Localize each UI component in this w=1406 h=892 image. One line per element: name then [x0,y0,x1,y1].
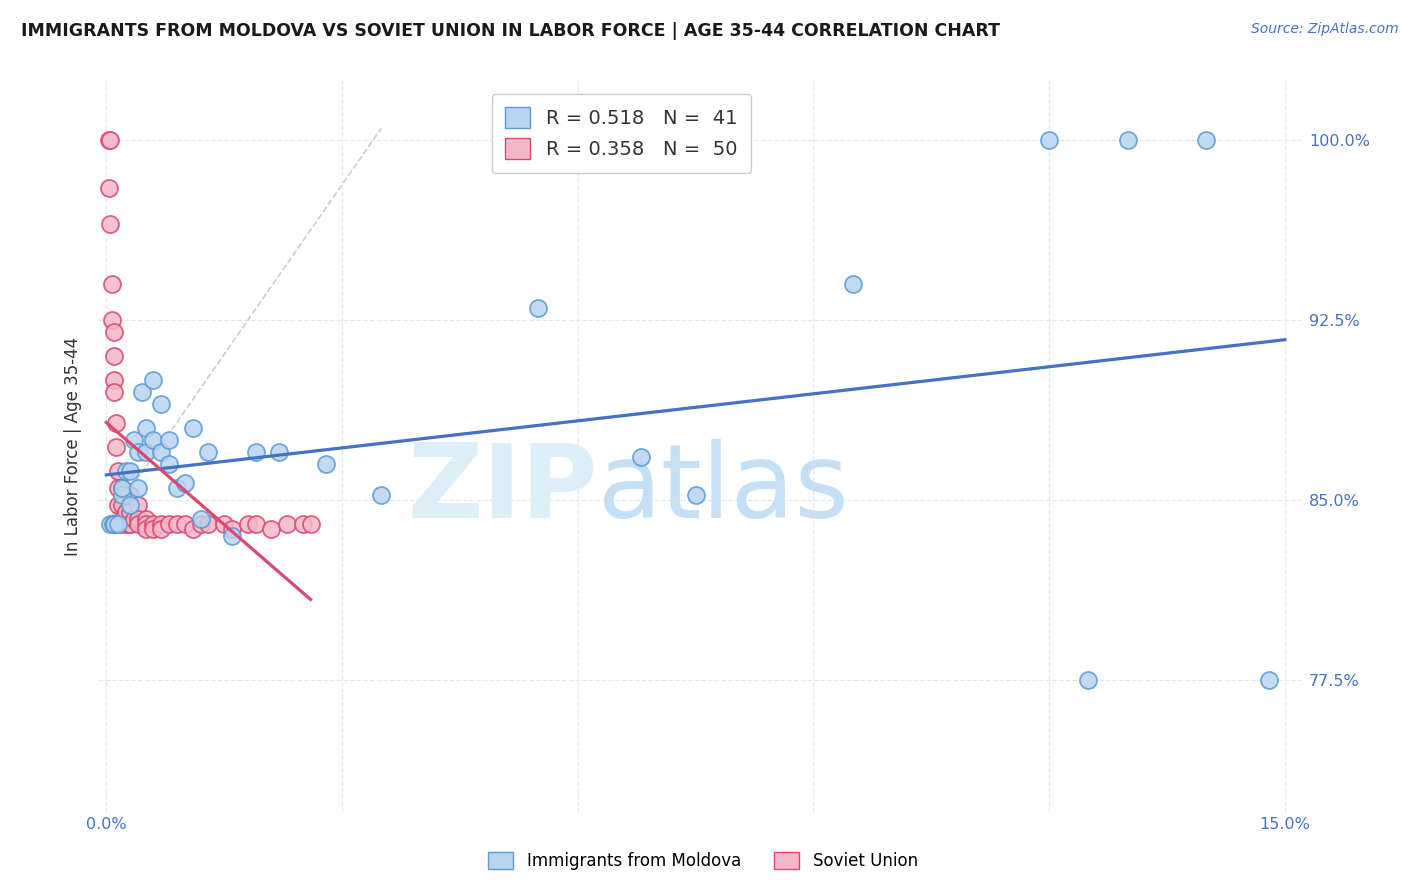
Point [122,433,145,447]
Legend: Immigrants from Moldova, Soviet Union: Immigrants from Moldova, Soviet Union [482,845,924,877]
Point [173,516,195,531]
Point [131,385,153,400]
Point [236,516,259,531]
Point [527,301,550,315]
Point [122,512,145,526]
Point [150,445,173,459]
Point [190,512,212,526]
Point [299,516,322,531]
Point [269,445,291,459]
Point [135,522,157,536]
Point [142,433,165,447]
Point [150,522,173,536]
Point [98,133,121,147]
Point [103,373,125,387]
Point [142,516,165,531]
Point [197,445,219,459]
Point [135,445,157,459]
Point [107,464,129,478]
Point [181,421,204,435]
Point [98,516,121,531]
Point [118,498,141,512]
Point [1038,133,1060,147]
Point [150,397,173,411]
Legend: R = 0.518   N =  41, R = 0.358   N =  50: R = 0.518 N = 41, R = 0.358 N = 50 [492,94,751,173]
Point [97,133,120,147]
Point [107,498,129,512]
Point [104,416,127,430]
Text: ZIP: ZIP [406,440,598,541]
Point [370,488,392,502]
Point [181,522,204,536]
Point [315,457,337,471]
Point [127,481,149,495]
Point [245,516,267,531]
Point [135,512,157,526]
Point [135,516,157,531]
Point [190,516,212,531]
Point [118,516,141,531]
Point [103,516,125,531]
Point [142,373,165,387]
Point [111,512,134,526]
Text: atlas: atlas [598,440,849,541]
Point [221,529,243,543]
Point [118,516,141,531]
Point [685,488,707,502]
Point [111,498,134,512]
Point [1195,133,1218,147]
Point [1116,133,1139,147]
Point [104,440,127,454]
Point [127,498,149,512]
Point [276,516,298,531]
Point [142,522,165,536]
Point [157,457,180,471]
Point [118,505,141,519]
Point [103,325,125,339]
Point [127,512,149,526]
Point [166,481,188,495]
Point [111,481,134,495]
Point [1258,673,1281,687]
Point [127,516,149,531]
Point [118,464,141,478]
Point [221,522,243,536]
Point [101,277,124,292]
Point [101,516,124,531]
Point [111,516,134,531]
Point [118,488,141,502]
Point [115,516,138,531]
Point [841,277,863,292]
Point [115,464,138,478]
Point [157,433,180,447]
Text: IMMIGRANTS FROM MOLDOVA VS SOVIET UNION IN LABOR FORCE | AGE 35-44 CORRELATION C: IMMIGRANTS FROM MOLDOVA VS SOVIET UNION … [21,22,1000,40]
Point [98,217,121,231]
Point [166,516,188,531]
Y-axis label: In Labor Force | Age 35-44: In Labor Force | Age 35-44 [65,336,83,556]
Point [157,516,180,531]
Point [260,522,283,536]
Point [173,476,195,491]
Point [630,450,652,464]
Point [101,313,124,327]
Text: Source: ZipAtlas.com: Source: ZipAtlas.com [1251,22,1399,37]
Point [135,421,157,435]
Point [245,445,267,459]
Point [111,481,134,495]
Point [291,516,314,531]
Point [115,505,138,519]
Point [127,445,149,459]
Point [97,181,120,195]
Point [103,385,125,400]
Point [1077,673,1099,687]
Point [150,516,173,531]
Point [107,516,129,531]
Point [111,488,134,502]
Point [103,516,125,531]
Point [103,349,125,363]
Point [107,481,129,495]
Point [197,516,219,531]
Point [212,516,235,531]
